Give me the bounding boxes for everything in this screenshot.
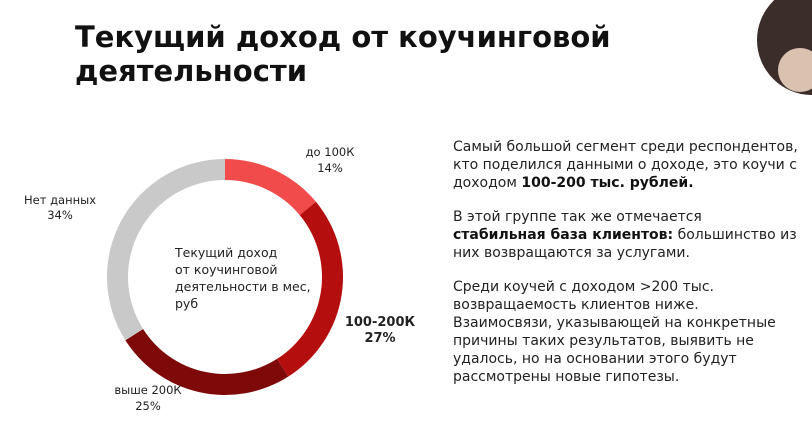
- value-label: 34%: [47, 208, 73, 222]
- center-label: Текущий доход от коучинговой деятельност…: [174, 245, 311, 311]
- donut: [106, 159, 343, 396]
- donut-segment: [106, 159, 225, 341]
- text: большинство из них возвращаются за услуг…: [453, 227, 797, 261]
- value-label: 27%: [364, 331, 395, 346]
- donut-segment: [276, 201, 343, 377]
- text: В этой группе так же отмечается: [453, 209, 702, 225]
- title-line: деятельности: [75, 54, 308, 88]
- text: Самый большой сегмент среди респондентов…: [453, 139, 798, 191]
- bold-text: стабильная база клиентов:: [453, 227, 674, 243]
- value-label: 14%: [317, 161, 343, 175]
- text: Среди коучей с доходом >200 тыс. возвращ…: [453, 279, 776, 385]
- center-line: деятельности в мес,: [175, 279, 311, 294]
- notes: Самый большой сегмент среди респондентов…: [453, 138, 798, 402]
- paragraph: Среди коучей с доходом >200 тыс. возвращ…: [453, 278, 798, 386]
- slide-title: Текущий доход от коучинговой деятельност…: [75, 20, 611, 88]
- paragraph: В этой группе так же отмечается стабильн…: [453, 208, 798, 262]
- paragraph: Самый большой сегмент среди респондентов…: [453, 138, 798, 192]
- corner-photo-detail: [778, 48, 812, 92]
- bold-text: 100-200 тыс. рублей.: [521, 175, 694, 191]
- donut-segment: [225, 159, 316, 216]
- category-label: выше 200К: [114, 383, 181, 397]
- center-line: руб: [175, 296, 198, 311]
- category-label: Нет данных: [24, 193, 96, 207]
- category-label: до 100К: [306, 145, 355, 159]
- donut-segment: [125, 328, 289, 396]
- center-line: от коучинговой: [175, 262, 278, 277]
- category-label: 100-200К: [345, 315, 416, 330]
- value-label: 25%: [135, 399, 161, 413]
- title-line: Текущий доход от коучинговой: [75, 20, 611, 54]
- center-line: Текущий доход: [174, 245, 277, 260]
